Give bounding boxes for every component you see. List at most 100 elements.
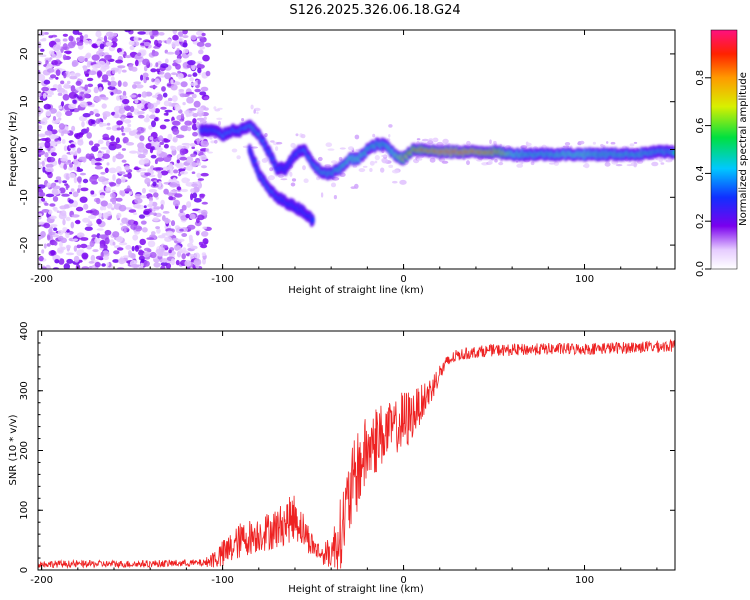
noise-blob <box>651 161 659 167</box>
noise-blob <box>253 109 256 114</box>
noise-blob <box>88 215 97 219</box>
noise-blob <box>191 146 195 149</box>
noise-blob <box>127 123 132 128</box>
noise-blob <box>163 138 168 143</box>
noise-blob <box>380 167 385 173</box>
noise-blob <box>49 224 58 228</box>
y-tick-label: 10 <box>19 95 30 108</box>
noise-blob <box>177 31 184 36</box>
noise-blob <box>148 174 156 178</box>
noise-blob <box>44 202 49 206</box>
noise-blob <box>60 158 69 162</box>
noise-blob <box>117 80 122 87</box>
noise-blob <box>181 253 186 260</box>
noise-blob <box>163 100 170 107</box>
noise-blob <box>100 200 108 207</box>
noise-blob <box>269 167 273 172</box>
noise-blob <box>58 258 65 265</box>
noise-blob <box>123 174 131 178</box>
noise-blob <box>118 258 126 265</box>
noise-blob <box>316 176 320 181</box>
noise-blob <box>201 252 207 257</box>
noise-blob <box>121 148 126 151</box>
noise-blob <box>493 140 497 144</box>
noise-blob <box>160 63 169 69</box>
noise-blob <box>202 54 210 62</box>
noise-blob <box>187 60 196 66</box>
noise-blob <box>172 128 180 136</box>
noise-blob <box>218 120 221 126</box>
noise-blob <box>164 72 172 80</box>
noise-blob <box>100 251 104 258</box>
noise-blob <box>155 62 159 67</box>
noise-blob <box>180 113 184 119</box>
noise-blob <box>498 162 504 166</box>
noise-blob <box>175 58 182 64</box>
noise-blob <box>203 116 207 120</box>
noise-blob <box>82 156 87 163</box>
noise-blob <box>184 120 192 126</box>
noise-blob <box>216 117 223 121</box>
noise-blob <box>579 140 585 145</box>
noise-blob <box>189 77 194 82</box>
noise-blob <box>172 30 178 35</box>
noise-blob <box>71 61 77 67</box>
noise-blob <box>118 107 126 114</box>
noise-blob <box>48 35 53 39</box>
noise-blob <box>381 154 388 158</box>
noise-blob <box>65 184 70 189</box>
noise-blob <box>200 86 209 92</box>
noise-blob <box>91 43 98 48</box>
noise-blob <box>151 51 159 57</box>
noise-blob <box>386 138 391 141</box>
noise-blob <box>615 164 623 167</box>
noise-blob <box>553 161 560 166</box>
noise-blob <box>63 163 68 170</box>
noise-blob <box>53 227 58 232</box>
noise-blob <box>352 165 357 168</box>
noise-blob <box>60 101 65 107</box>
noise-blob <box>181 177 190 184</box>
noise-blob <box>83 93 90 99</box>
noise-blob <box>128 209 137 213</box>
noise-blob <box>148 189 158 193</box>
noise-blob <box>56 118 61 123</box>
noise-blob <box>42 37 47 42</box>
noise-blob <box>50 142 57 146</box>
noise-blob <box>175 259 180 266</box>
noise-blob <box>38 200 43 204</box>
noise-blob <box>41 266 47 269</box>
noise-blob <box>139 135 145 142</box>
noise-blob <box>96 70 103 77</box>
noise-blob <box>142 227 148 233</box>
noise-blob <box>200 244 208 249</box>
noise-blob <box>131 245 135 252</box>
noise-blob <box>150 154 157 159</box>
noise-blob <box>60 210 67 217</box>
noise-blob <box>53 241 58 246</box>
noise-blob <box>48 231 56 235</box>
noise-blob <box>171 95 178 102</box>
noise-blob <box>140 195 147 199</box>
noise-blob <box>49 203 56 207</box>
noise-blob <box>207 151 214 154</box>
noise-blob <box>189 213 196 220</box>
noise-blob <box>149 136 154 141</box>
noise-blob <box>65 231 70 239</box>
noise-blob <box>166 38 172 45</box>
noise-blob <box>65 110 73 116</box>
noise-blob <box>81 266 90 269</box>
noise-blob <box>128 191 133 195</box>
noise-blob <box>105 140 111 147</box>
noise-blob <box>144 172 151 176</box>
noise-blob <box>62 54 67 61</box>
noise-blob <box>347 146 354 151</box>
noise-blob <box>115 89 122 95</box>
noise-blob <box>140 262 144 267</box>
noise-blob <box>61 130 70 134</box>
noise-blob <box>161 166 170 171</box>
y-tick-label: 0 <box>19 567 30 573</box>
noise-blob <box>179 156 188 161</box>
noise-blob <box>143 251 151 258</box>
noise-blob <box>151 146 155 151</box>
